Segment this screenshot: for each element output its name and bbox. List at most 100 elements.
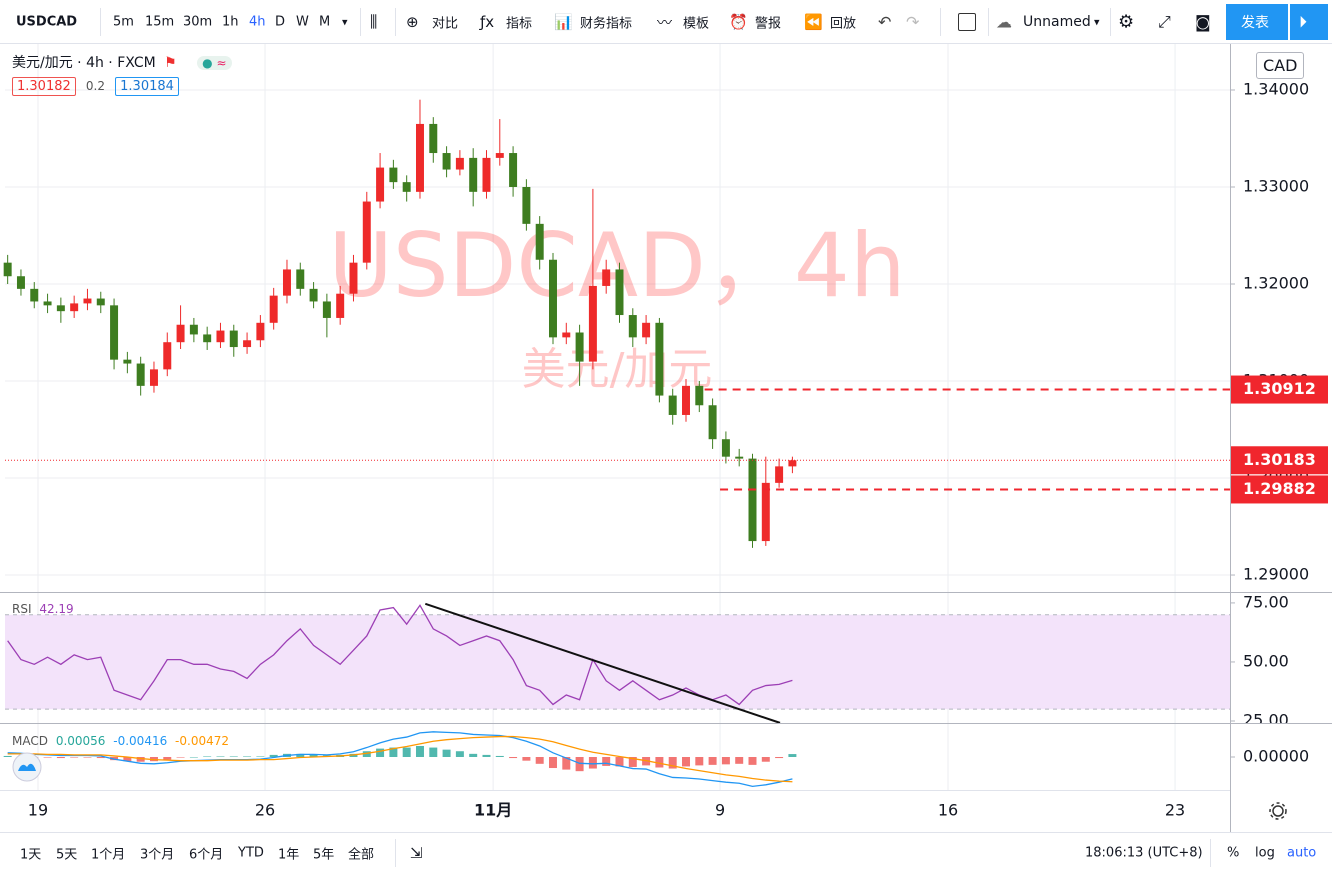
- interval[interactable]: 4h: [249, 14, 266, 29]
- select-icon[interactable]: [958, 12, 976, 31]
- x-tick-label: 11月: [474, 801, 512, 820]
- candle-body: [535, 223, 544, 260]
- range[interactable]: 全部: [348, 847, 375, 863]
- candle-body: [296, 269, 305, 289]
- candle-body: [602, 269, 611, 286]
- histogram-bar: [549, 757, 557, 769]
- interval[interactable]: W: [296, 14, 309, 29]
- candle-body: [43, 301, 52, 306]
- quote-row: 1.30182 0.2 1.30184: [12, 77, 179, 96]
- tool[interactable]: 对比: [432, 16, 459, 31]
- histogram-bar: [229, 756, 238, 757]
- histogram-bar: [256, 756, 265, 757]
- y-tick-label: 75.00: [1243, 592, 1289, 611]
- layout-dropdown[interactable]: ▾: [1094, 15, 1100, 28]
- clock: 18:06:13 (UTC+8): [1085, 845, 1203, 861]
- candle-body: [509, 153, 518, 187]
- candle-body: [176, 324, 185, 343]
- tool[interactable]: 模板: [683, 16, 710, 31]
- scale-option[interactable]: auto: [1287, 845, 1317, 861]
- candle-body: [229, 330, 238, 348]
- range[interactable]: 5天: [56, 847, 78, 863]
- histogram-bar: [402, 747, 411, 757]
- currency[interactable]: CAD: [1256, 52, 1305, 79]
- y-tick-label: 1.33000: [1243, 176, 1309, 195]
- histogram-bar: [442, 749, 451, 757]
- separator: [988, 8, 989, 36]
- tool-icon: ƒx: [480, 12, 495, 31]
- candle-body: [588, 285, 597, 362]
- tool-icon: 📊: [554, 12, 573, 31]
- y-tick-label: 50.00: [1243, 651, 1289, 670]
- trend-line: [424, 602, 781, 724]
- candle-body: [83, 298, 92, 304]
- range[interactable]: 3个月: [140, 847, 175, 863]
- histogram-bar: [628, 757, 637, 767]
- tool[interactable]: 回放: [830, 16, 857, 31]
- histogram-bar: [735, 757, 744, 764]
- range[interactable]: 5年: [313, 847, 335, 863]
- scale-option[interactable]: %: [1227, 845, 1240, 861]
- interval[interactable]: 5m: [113, 14, 134, 29]
- tool[interactable]: 警报: [755, 16, 782, 31]
- publish-button[interactable]: 发表: [1226, 4, 1288, 40]
- tool-icon: 〰: [657, 13, 673, 31]
- interval[interactable]: 15m: [145, 14, 175, 29]
- separator: [940, 8, 941, 36]
- undo[interactable]: ↶: [878, 12, 892, 31]
- range[interactable]: 6个月: [189, 847, 224, 863]
- legend: 美元/加元 · 4h · FXCM ⚑ ● ≈: [12, 52, 232, 72]
- candle-body: [668, 395, 677, 415]
- status-pill: ● ≈: [197, 56, 232, 70]
- watermark-subtitle: 美元/加元: [522, 344, 713, 395]
- range[interactable]: YTD: [238, 845, 264, 861]
- settings[interactable]: ⚙: [1118, 11, 1135, 32]
- interval[interactable]: M: [319, 14, 331, 29]
- flag-icon[interactable]: ⚑: [164, 55, 177, 71]
- tool[interactable]: 财务指标: [580, 16, 633, 31]
- rsi-title: RSI: [12, 602, 32, 616]
- candle-body: [189, 324, 198, 335]
- candle-body: [788, 460, 797, 467]
- toolbar: USDCAD 5m 15m 30m 1h 4h D W M ▾ ⫼ ⊕ 对比 ƒx 指标 📊 财务指标 〰…: [0, 0, 1332, 44]
- symbol[interactable]: USDCAD: [16, 14, 78, 29]
- candle-body: [735, 456, 744, 459]
- histogram-bar: [296, 753, 305, 757]
- candle-body: [336, 293, 345, 318]
- histogram-bar: [389, 747, 398, 757]
- macd-line: [7, 735, 793, 783]
- histogram-bar: [3, 755, 12, 757]
- settings-icon[interactable]: [1269, 802, 1287, 820]
- x-tick-label: 9: [715, 801, 725, 820]
- interval-dropdown[interactable]: ▾: [342, 15, 348, 28]
- screenshot[interactable]: ◙: [1195, 12, 1211, 31]
- separator: [360, 8, 361, 36]
- candle-body: [349, 262, 358, 294]
- goto-date[interactable]: ⇲: [410, 844, 423, 862]
- histogram-bar: [43, 757, 52, 758]
- fullscreen[interactable]: ⤢: [1158, 11, 1171, 31]
- rsi-value: 42.19: [39, 602, 74, 616]
- logo: [12, 752, 42, 782]
- interval[interactable]: 1h: [222, 14, 239, 29]
- tool[interactable]: 指标: [506, 16, 533, 31]
- histogram-bar: [748, 757, 757, 765]
- play-button[interactable]: ⏵: [1290, 4, 1328, 40]
- chart-type-icon[interactable]: ⫼: [370, 11, 378, 31]
- histogram-bar: [376, 748, 385, 757]
- candle-body: [402, 182, 411, 192]
- histogram-bar: [203, 756, 212, 757]
- histogram-bar: [96, 757, 105, 759]
- layout-name[interactable]: Unnamed: [1023, 13, 1091, 30]
- range[interactable]: 1年: [278, 847, 300, 863]
- scale-option[interactable]: log: [1255, 845, 1275, 861]
- interval[interactable]: D: [275, 14, 286, 29]
- histogram-bar: [163, 757, 172, 760]
- spread: 0.2: [85, 79, 105, 93]
- candle-body: [376, 167, 385, 202]
- interval[interactable]: 30m: [183, 14, 213, 29]
- candle-body: [562, 332, 571, 338]
- range[interactable]: 1个月: [91, 847, 126, 863]
- range[interactable]: 1天: [20, 847, 42, 863]
